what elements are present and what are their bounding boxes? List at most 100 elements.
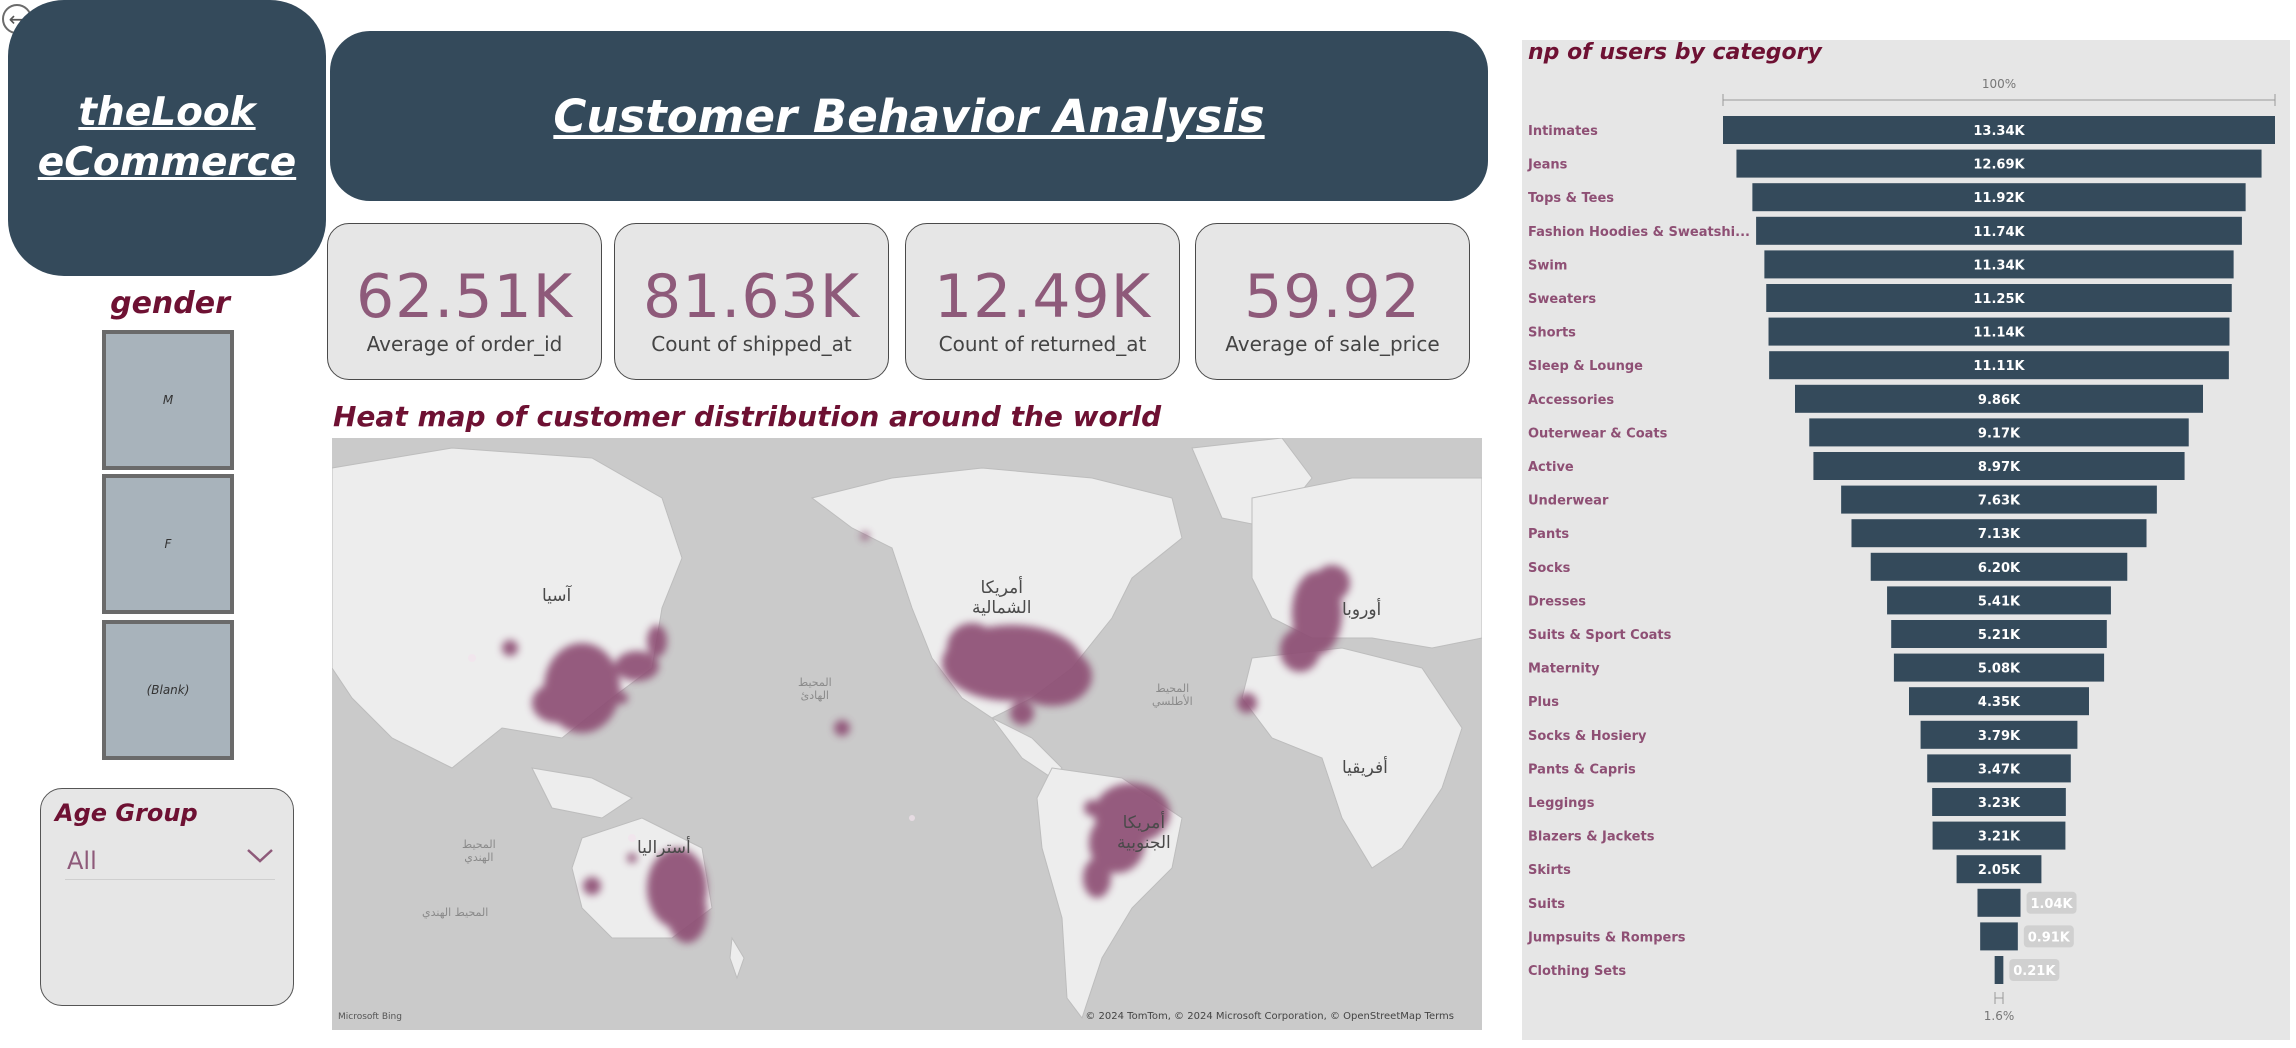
category-label: Tops & Tees: [1528, 191, 1614, 206]
category-label: Plus: [1528, 695, 1559, 710]
kpi-label: Count of returned_at: [938, 332, 1147, 356]
kpi-card-average-order-id: 62.51K Average of order_id: [327, 223, 602, 380]
age-group-dropdown[interactable]: All: [65, 843, 275, 880]
category-label: Pants: [1528, 527, 1569, 542]
data-label: 13.34K: [1973, 124, 2025, 139]
kpi-value: 81.63K: [642, 262, 861, 332]
data-label: 3.47K: [1978, 762, 2021, 777]
category-label: Fashion Hoodies & Sweatshi...: [1528, 225, 1750, 240]
category-label: Socks & Hosiery: [1528, 729, 1647, 744]
data-label-background: [2023, 925, 2074, 948]
data-label: 0.91K: [2028, 930, 2071, 945]
data-label: 8.97K: [1978, 460, 2021, 475]
data-label: 3.21K: [1978, 830, 2021, 845]
category-label: Jumpsuits & Rompers: [1527, 930, 1686, 945]
data-label: 3.79K: [1978, 729, 2021, 744]
data-label: 3.23K: [1978, 796, 2021, 811]
kpi-value: 62.51K: [355, 262, 574, 332]
kpi-label: Average of sale_price: [1225, 332, 1440, 356]
funnel-bar: [1927, 754, 2071, 783]
funnel-bar: [1766, 284, 2232, 312]
data-label: 9.17K: [1978, 426, 2021, 441]
data-label: 11.25K: [1973, 292, 2025, 307]
gender-option-label: M: [162, 393, 174, 407]
funnel-bar: [1909, 687, 2089, 716]
map-title: Heat map of customer distribution around…: [333, 400, 1162, 433]
users-by-category-panel: np of users by category 100% Intimates 13.…: [1522, 40, 2290, 1040]
map-label-europe: أوروبا: [1342, 600, 1382, 620]
category-label: Suits: [1528, 897, 1565, 912]
funnel-chart: 100% Intimates 13.34K Jeans 12.69K Tops & Tee…: [1527, 77, 2276, 1023]
brand-box: theLook eCommerce: [8, 0, 326, 276]
data-label: 5.41K: [1978, 594, 2021, 609]
data-label: 12.69K: [1973, 158, 2025, 173]
category-label: Outerwear & Coats: [1528, 426, 1668, 441]
funnel-bar: [1893, 653, 2105, 682]
chart-title: np of users by category: [1528, 40, 1822, 65]
map-label-indian-ocean-2: المحيط الهندي: [422, 906, 489, 919]
category-label: Socks: [1528, 561, 1571, 576]
age-group-selected-value: All: [67, 847, 97, 875]
funnel-bar: [1891, 620, 2107, 648]
category-label: Underwear: [1528, 494, 1609, 509]
data-label: 5.08K: [1978, 662, 2021, 677]
funnel-bar: [1795, 384, 2203, 413]
data-label: 7.63K: [1978, 494, 2021, 509]
funnel-bar: [1956, 855, 2042, 884]
category-label: Accessories: [1528, 393, 1614, 408]
funnel-bar: [1980, 922, 2018, 951]
category-label: Swim: [1528, 258, 1567, 273]
map-label-africa: أفريقيا: [1342, 758, 1388, 778]
category-label: Pants & Capris: [1528, 762, 1636, 777]
data-label-background: [2026, 891, 2077, 914]
data-label: 6.20K: [1978, 561, 2021, 576]
map-provider-logo: Microsoft Bing: [338, 1012, 402, 1022]
kpi-label: Average of order_id: [366, 332, 563, 356]
funnel-bar: [1932, 788, 2066, 816]
funnel-bar: [1841, 485, 2157, 514]
gender-option-blank[interactable]: (Blank): [102, 620, 234, 760]
data-label: 4.35K: [1978, 695, 2021, 710]
category-label: Leggings: [1528, 796, 1595, 811]
kpi-label: Count of shipped_at: [651, 332, 852, 356]
gender-slicer-title: gender: [110, 286, 230, 321]
data-label: 5.21K: [1978, 628, 2021, 643]
map-label-asia: آسيا: [542, 586, 572, 606]
category-label: Active: [1528, 460, 1574, 475]
funnel-bar: [1994, 956, 2004, 984]
funnel-bar: [1932, 821, 2066, 850]
page-header: Customer Behavior Analysis: [330, 31, 1488, 201]
funnel-bar: [1764, 250, 2234, 279]
age-group-slicer: Age Group All: [40, 788, 294, 1006]
data-label: 0.21K: [2013, 964, 2056, 979]
data-label: 7.13K: [1978, 527, 2021, 542]
funnel-bar: [1887, 586, 2111, 615]
gender-option-m[interactable]: M: [102, 330, 234, 470]
funnel-bar: [1851, 519, 2147, 548]
data-label-background: [2009, 959, 2060, 981]
data-label: 11.14K: [1973, 326, 2025, 341]
customer-heat-map[interactable]: آسيا أمريكا الشمالية أوروبا أفريقيا أمري…: [332, 438, 1482, 1030]
kpi-value: 59.92: [1244, 262, 1421, 332]
category-label: Maternity: [1528, 662, 1600, 677]
funnel-bar: [1977, 888, 2021, 917]
data-label: 11.34K: [1973, 258, 2025, 273]
age-group-title: Age Group: [55, 799, 198, 827]
kpi-card-average-sale-price: 59.92 Average of sale_price: [1195, 223, 1470, 380]
category-label: Blazers & Jackets: [1528, 830, 1655, 845]
map-label-australia: أستراليا: [637, 838, 691, 858]
funnel-bar: [1920, 720, 2078, 749]
map-label-south-america: أمريكا الجنوبية: [1117, 813, 1171, 853]
kpi-value: 12.49K: [933, 262, 1152, 332]
funnel-bar: [1870, 552, 2128, 581]
gender-option-label: F: [164, 537, 172, 551]
category-label: Sleep & Lounge: [1528, 359, 1643, 374]
funnel-bar: [1756, 216, 2242, 245]
kpi-card-count-shipped-at: 81.63K Count of shipped_at: [614, 223, 889, 380]
funnel-bar: [1723, 116, 2275, 144]
gender-option-f[interactable]: F: [102, 474, 234, 614]
funnel-bar: [1809, 418, 2189, 447]
top-percent-label: 100%: [1982, 77, 2016, 91]
gender-option-label: (Blank): [146, 683, 190, 697]
category-label: Clothing Sets: [1528, 964, 1626, 979]
